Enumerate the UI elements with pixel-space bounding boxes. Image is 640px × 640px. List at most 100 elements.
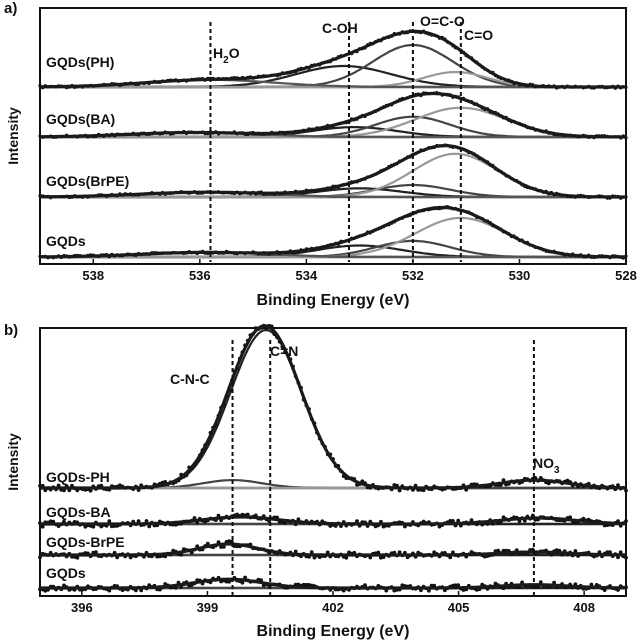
- data-point: [88, 488, 93, 493]
- x-tick-label: 532: [402, 268, 424, 283]
- data-point: [245, 512, 250, 517]
- data-point: [293, 549, 298, 554]
- annotation-c-n-c: C-N-C: [170, 371, 210, 387]
- panel-a-curves: [38, 29, 628, 260]
- data-point: [456, 583, 461, 587]
- data-point: [573, 549, 578, 553]
- data-point: [243, 575, 248, 580]
- series-label: GQDs: [46, 565, 86, 581]
- panel-b-annotations: C-N-C C=N NO3: [170, 343, 560, 476]
- data-point: [134, 588, 138, 593]
- data-point: [397, 488, 402, 493]
- data-point: [432, 550, 437, 555]
- x-tick-label: 399: [197, 600, 219, 615]
- panel-a-xlabel: Binding Energy (eV): [257, 292, 410, 309]
- x-tick-label: 405: [448, 600, 470, 615]
- data-point: [355, 519, 359, 524]
- panel-b-label: b): [4, 322, 18, 339]
- data-point: [344, 555, 349, 560]
- data-point: [221, 545, 226, 549]
- series-label: GQDs: [46, 233, 86, 249]
- series-label: GQDs(BA): [46, 111, 115, 127]
- panel-b-curves: [38, 323, 628, 593]
- panel-b-reference-lines: [231, 340, 535, 596]
- data-point: [147, 524, 152, 529]
- data-point: [144, 519, 149, 523]
- data-point: [341, 588, 346, 593]
- data-point: [94, 550, 98, 555]
- panel-a-label: a): [4, 0, 17, 17]
- series-gqds-ph: [38, 29, 628, 90]
- annotation-c-oh: C-OH: [322, 20, 358, 36]
- panel-b-xlabel: Binding Energy (eV): [257, 623, 410, 640]
- data-point: [624, 555, 628, 560]
- series-label: GQDs-PH: [46, 469, 110, 485]
- data-point: [501, 515, 506, 520]
- annotation-h2o: H2O: [213, 45, 240, 66]
- data-point: [325, 550, 330, 555]
- data-point: [384, 588, 389, 593]
- data-point: [427, 588, 431, 593]
- data-point: [618, 550, 623, 555]
- panel-b-series-labels: GQDs-PH GQDs-BA GQDs-BrPE GQDs: [46, 469, 125, 581]
- data-point: [309, 550, 314, 554]
- data-point: [456, 518, 461, 523]
- data-point: [136, 519, 141, 524]
- data-point: [240, 580, 245, 585]
- data-point: [192, 516, 197, 520]
- data-point: [40, 524, 45, 529]
- envelope-fit: [40, 29, 626, 89]
- data-point: [158, 587, 162, 592]
- x-tick-label: 538: [82, 268, 104, 283]
- data-point: [107, 519, 112, 524]
- x-tick-label: 530: [509, 268, 531, 283]
- panel-b-x-axis-ticks: 396 399 402 405 408: [71, 591, 595, 615]
- panel-a-x-axis-ticks: 538 536 534 532 530 528: [82, 259, 637, 283]
- series-gqds-ph: [38, 323, 628, 493]
- x-tick-label: 408: [573, 600, 595, 615]
- panel-b: b) Intensity Binding Energy (eV) 396 399 4…: [4, 322, 628, 640]
- series-label: GQDs(PH): [46, 54, 114, 70]
- series-gqds: [38, 205, 628, 260]
- series-gqds-ba: [38, 91, 628, 140]
- data-point: [312, 555, 317, 560]
- data-point: [451, 519, 455, 523]
- data-point: [107, 588, 112, 593]
- series-label: GQDs-BA: [46, 504, 111, 520]
- data-point: [139, 588, 144, 593]
- panel-a-series-labels: GQDs(PH) GQDs(BA) GQDs(BrPE) GQDs: [46, 54, 129, 249]
- panel-b-ylabel: Intensity: [5, 433, 21, 491]
- envelope-fit: [40, 143, 626, 199]
- panel-a-reference-lines: [209, 22, 462, 262]
- annotation-c-n: C=N: [270, 343, 298, 359]
- envelope-fit: [40, 205, 626, 259]
- series-label: GQDs(BrPE): [46, 173, 129, 189]
- data-point: [363, 583, 367, 588]
- data-point: [538, 580, 543, 585]
- envelope-fit: [40, 324, 626, 490]
- envelope-fit: [40, 577, 626, 590]
- panel-a-annotations: H2O C-OH O=C-O C=O: [213, 13, 493, 66]
- data-point: [496, 548, 500, 553]
- data-point: [624, 488, 628, 493]
- data-point: [397, 550, 402, 555]
- series-label: GQDs-BrPE: [46, 534, 125, 550]
- series-gqds-brpe: [38, 143, 628, 200]
- envelope-fit: [39, 91, 626, 139]
- data-point: [589, 582, 594, 587]
- annotation-c-o: C=O: [464, 27, 493, 43]
- x-tick-label: 528: [615, 268, 637, 283]
- series-gqds: [38, 575, 628, 593]
- data-point: [75, 555, 80, 560]
- data-point: [608, 550, 612, 554]
- x-tick-label: 534: [296, 268, 318, 283]
- annotation-o-c-o: O=C-O: [420, 13, 465, 29]
- series-gqds-ba: [38, 512, 628, 529]
- data-point: [91, 524, 96, 529]
- x-tick-label: 396: [71, 600, 93, 615]
- data-point: [448, 519, 453, 523]
- envelope-fit: [40, 542, 626, 557]
